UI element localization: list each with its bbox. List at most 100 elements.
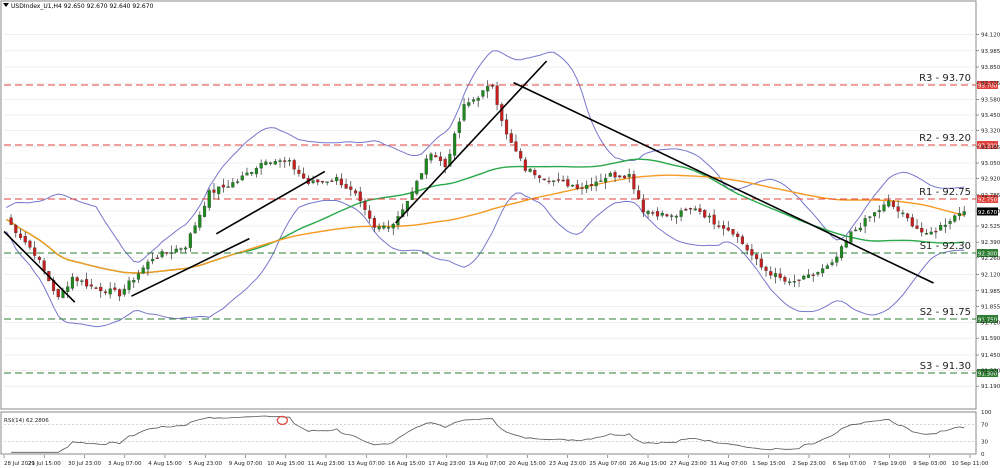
candle-body xyxy=(410,191,414,200)
level-price-tag-bg xyxy=(977,315,998,323)
candle-body xyxy=(174,248,178,253)
candle-body xyxy=(37,256,41,260)
level-price-tag: 92.300 xyxy=(978,251,998,257)
candle-body xyxy=(693,208,697,211)
candle-body xyxy=(339,178,343,186)
candle-body xyxy=(825,265,829,269)
price-tick-label: 91.590 xyxy=(981,336,1000,342)
candle-body xyxy=(547,180,551,183)
level-label-r3: R3 - 93.70 xyxy=(919,73,971,84)
price-tick-label: 93.185 xyxy=(981,145,1000,151)
candle-body xyxy=(457,121,461,133)
candle-body xyxy=(533,170,537,176)
candle-body xyxy=(113,287,117,290)
candle-body xyxy=(589,184,594,186)
candle-body xyxy=(523,159,527,171)
price-tick-label: 93.450 xyxy=(981,113,1000,119)
time-tick-label: 16 Aug 15:00 xyxy=(388,461,426,467)
candle-body xyxy=(391,223,395,229)
level-label-r1: R1 - 92.75 xyxy=(919,187,971,198)
candle-body xyxy=(169,252,174,254)
candle-body xyxy=(94,287,98,289)
candle-body xyxy=(906,213,910,219)
candle-body xyxy=(665,214,669,217)
price-tick-label: 93.320 xyxy=(981,129,1000,135)
candle-body xyxy=(519,151,523,159)
candle-body xyxy=(849,231,853,243)
level-label-s3: S3 - 91.30 xyxy=(920,361,971,372)
candle-body xyxy=(745,244,749,251)
candle-body xyxy=(920,227,924,233)
time-tick-label: 29 Jul 15:00 xyxy=(28,461,61,467)
candle-body xyxy=(613,172,617,178)
time-tick-label: 31 Aug 07:00 xyxy=(710,461,748,467)
time-tick-label: 9 Aug 07:00 xyxy=(229,461,263,467)
candle-body xyxy=(514,141,518,152)
candle-body xyxy=(363,201,367,210)
candle-body xyxy=(637,190,641,199)
candle-body xyxy=(934,230,938,233)
time-tick-label: 11 Aug 23:00 xyxy=(307,461,345,467)
candle-body xyxy=(103,291,108,294)
candle-body xyxy=(28,240,32,248)
candle-body xyxy=(122,288,126,295)
candle-body xyxy=(212,189,216,193)
candle-body xyxy=(495,85,499,105)
price-tick-label: 91.450 xyxy=(981,353,1000,359)
candle-body xyxy=(698,208,702,212)
price-tick-label: 91.720 xyxy=(981,321,1000,327)
main-panel-frame xyxy=(0,0,977,410)
candle-body xyxy=(816,272,820,275)
candles xyxy=(9,80,966,302)
candle-body xyxy=(56,289,60,298)
candle-body xyxy=(202,205,207,217)
candle-body xyxy=(736,233,740,237)
candle-body xyxy=(542,178,546,181)
price-tick-label: 92.525 xyxy=(981,224,1000,230)
candle-body xyxy=(580,187,584,189)
dropdown-triangle-icon[interactable] xyxy=(3,3,9,7)
candle-body xyxy=(278,160,282,162)
candle-body xyxy=(443,159,447,168)
candle-body xyxy=(481,90,485,97)
candle-body xyxy=(943,224,947,227)
candle-body xyxy=(604,178,608,183)
candle-body xyxy=(226,186,230,188)
candle-body xyxy=(264,161,268,165)
level-label-s1: S1 - 92.30 xyxy=(920,241,971,252)
candle-body xyxy=(556,179,560,181)
rsi-overbought-circle xyxy=(276,415,288,425)
bollinger-lower xyxy=(5,192,965,328)
trendline xyxy=(395,60,548,224)
candle-body xyxy=(721,225,726,229)
time-tick-label: 30 Jul 23:00 xyxy=(68,461,101,467)
candle-body xyxy=(854,229,858,232)
candle-body xyxy=(575,184,579,189)
price-tick-label: 91.855 xyxy=(981,304,1000,310)
candle-body xyxy=(245,172,249,176)
candle-body xyxy=(674,215,678,218)
candle-body xyxy=(372,217,376,228)
candle-body xyxy=(85,279,89,287)
candle-body xyxy=(618,175,622,178)
level-price-tag-bg xyxy=(977,195,998,203)
symbol-info: USDIndex_U1,H4 92.650 92.670 92.640 92.6… xyxy=(11,3,154,10)
candle-body xyxy=(33,247,37,256)
candle-body xyxy=(561,179,565,182)
trendline xyxy=(215,170,326,235)
candle-body xyxy=(198,214,202,228)
candle-body xyxy=(504,119,509,135)
time-tick-label: 9 Sep 03:00 xyxy=(913,461,947,467)
candle-body xyxy=(476,97,480,101)
candle-body xyxy=(240,175,244,181)
candle-body xyxy=(75,277,79,282)
level-price-tag-bg xyxy=(977,81,998,89)
candle-body xyxy=(731,229,735,235)
candle-body xyxy=(957,213,962,217)
grid xyxy=(4,34,976,387)
candle-body xyxy=(599,180,603,182)
candle-body xyxy=(962,211,966,215)
price-tick-label: 92.120 xyxy=(981,273,1000,279)
candle-body xyxy=(571,184,575,187)
candle-body xyxy=(146,261,150,270)
